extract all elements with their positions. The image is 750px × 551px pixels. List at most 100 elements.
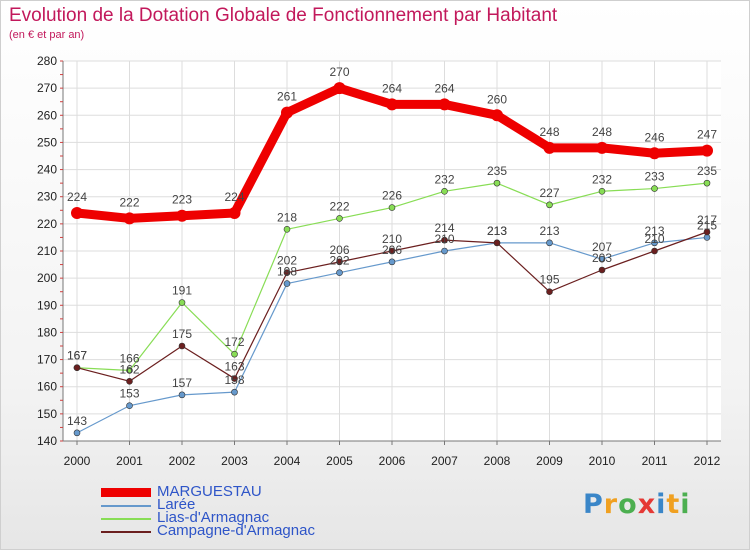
data-label: 166 [119,351,139,365]
data-point [281,106,293,119]
data-point [651,239,658,247]
y-tick-label: 230 [37,190,57,204]
data-point [493,179,501,187]
data-point [178,342,186,350]
data-point [441,236,448,244]
data-label: 153 [119,387,139,401]
data-label: 202 [277,254,297,268]
x-tick-label: 2007 [431,454,458,468]
data-point [441,187,448,195]
data-label: 261 [277,90,297,104]
data-label: 195 [539,273,559,287]
logo-letter: i [656,489,667,520]
data-point [493,239,501,247]
data-point [703,179,711,187]
legend-swatch [101,505,151,507]
y-tick-label: 200 [37,271,57,285]
x-tick-label: 2005 [326,454,353,468]
data-point [651,247,658,255]
x-tick-label: 2001 [116,454,143,468]
y-tick-label: 280 [37,54,57,68]
legend-swatch [101,518,151,520]
data-point [703,234,711,241]
data-label: 222 [329,199,349,213]
y-tick-label: 270 [37,81,57,95]
y-tick-label: 160 [37,380,57,394]
legend-swatch [101,488,151,497]
x-tick-label: 2010 [589,454,616,468]
data-label: 248 [539,125,559,139]
data-point [701,144,713,157]
data-label: 217 [697,213,717,227]
data-point [703,228,711,236]
data-label: 207 [592,240,612,254]
data-point [648,147,661,160]
data-point [283,280,291,287]
legend-label: Lias-d'Armagnac [157,509,270,526]
data-point [438,98,451,111]
x-tick-label: 2009 [536,454,563,468]
data-point [231,388,238,396]
data-point [441,247,448,255]
y-tick-label: 170 [37,353,57,367]
data-point [178,391,186,399]
data-label: 232 [434,172,454,186]
data-point [123,212,136,225]
data-point [388,247,396,255]
y-tick-label: 250 [37,135,57,149]
data-point [73,429,81,437]
data-point [546,239,553,247]
x-tick-label: 2003 [221,454,248,468]
y-tick-label: 210 [37,244,57,258]
data-label: 175 [172,327,192,341]
data-point [543,141,556,154]
data-label: 264 [434,81,454,95]
data-label: 226 [382,189,402,203]
data-label: 215 [697,218,717,232]
data-label: 248 [592,125,612,139]
data-label: 224 [224,190,244,204]
logo-letter: P [583,489,604,520]
data-label: 162 [119,362,139,376]
data-label: 143 [67,414,87,428]
data-point [73,364,81,372]
data-label: 247 [697,128,717,142]
data-point [598,266,606,274]
legend-label: Larée [157,496,196,513]
legend-label: MARGUESTAU [157,483,262,500]
data-point [176,209,188,222]
data-label: 224 [67,190,87,204]
y-tick-label: 240 [37,163,57,177]
x-tick-label: 2002 [169,454,196,468]
data-point [126,377,133,385]
data-point [228,207,241,219]
data-point [126,367,133,374]
data-label: 198 [277,265,297,279]
data-label: 206 [382,243,402,257]
data-label: 167 [67,349,87,363]
data-point [651,185,658,192]
data-label: 213 [539,224,559,238]
data-point [598,255,606,263]
proxiti-logo: Proxiti [583,489,691,520]
data-point [386,98,398,111]
data-point [283,225,291,233]
data-label: 163 [224,360,244,374]
y-tick-label: 180 [37,325,57,339]
data-point [596,141,608,154]
data-label: 167 [67,349,87,363]
x-tick-label: 2008 [484,454,511,468]
data-label: 246 [644,130,664,144]
data-point [336,258,343,266]
data-point [598,187,606,195]
data-label: 227 [539,186,559,200]
x-tick-label: 2000 [64,454,91,468]
data-point [388,204,396,211]
data-point [491,109,503,122]
data-label: 270 [329,65,349,79]
data-label: 223 [172,193,192,207]
y-tick-label: 260 [37,108,57,122]
data-point [231,350,238,358]
x-tick-label: 2006 [379,454,406,468]
